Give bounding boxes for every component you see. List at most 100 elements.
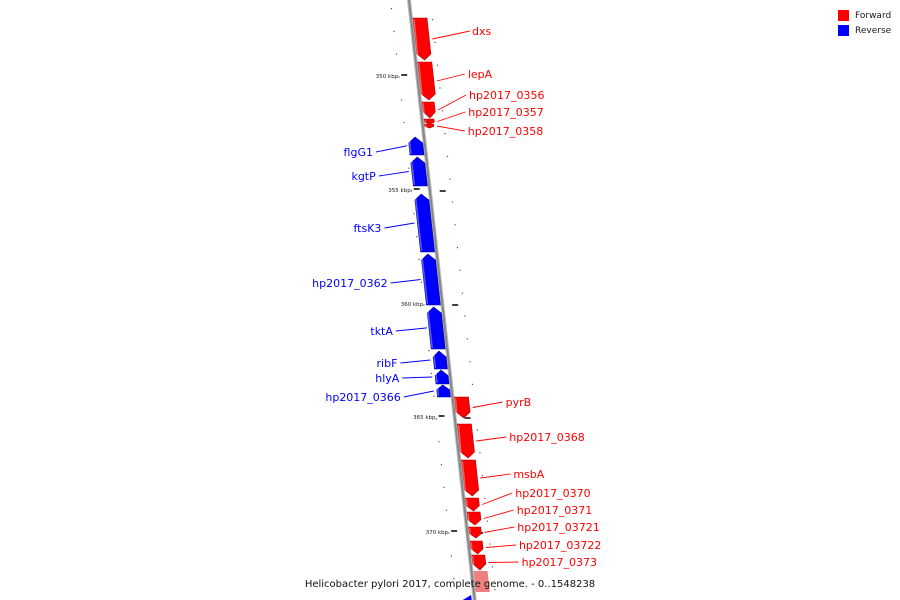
minor-tick-right <box>491 566 493 568</box>
gene-highlight <box>468 527 472 538</box>
gene-hp2017_0371 <box>466 511 482 526</box>
minor-tick-left <box>398 76 400 78</box>
gene-label-hp2017_0371: hp2017_0371 <box>517 504 592 517</box>
gene-highlight <box>436 385 440 397</box>
minor-tick-right <box>434 41 436 43</box>
minor-tick-right <box>439 87 441 89</box>
minor-tick-left <box>453 578 455 580</box>
minor-tick-left <box>403 122 405 124</box>
minor-tick-left <box>435 418 438 420</box>
leader-line <box>402 376 433 379</box>
legend: Forward Reverse <box>838 8 891 38</box>
backbone-line <box>408 0 476 600</box>
gene-highlight <box>472 555 475 570</box>
gene-hlyA <box>434 369 450 385</box>
gene-highlight <box>426 307 433 349</box>
gene-hp2017_0373 <box>471 554 487 571</box>
gene-hp2017_0362 <box>421 253 441 306</box>
leader-line <box>484 526 515 533</box>
gene-hp2017_03721 <box>468 526 482 539</box>
minor-tick-right <box>464 315 466 317</box>
minor-tick-left <box>438 441 440 443</box>
leader-line <box>400 359 431 364</box>
gene-hp2017_0370 <box>465 497 480 512</box>
minor-tick-right <box>486 520 489 522</box>
minor-tick-marks <box>390 8 496 591</box>
gene-highlight <box>418 62 424 100</box>
gene-labels: dxs lepA hp2017_0356 hp2017_0357 hp2017_0358… <box>312 25 601 569</box>
gene-label-pyrB: pyrB <box>506 396 532 409</box>
gene-tktA <box>426 306 446 350</box>
minor-tick-left <box>433 395 435 397</box>
leader-line <box>390 279 421 284</box>
minor-tick-right <box>446 155 449 157</box>
genome-caption: Helicobacter pylori 2017, complete genom… <box>304 579 596 590</box>
gene-highlight <box>410 157 416 186</box>
gene-label-hp2017_0358: hp2017_0358 <box>468 125 543 138</box>
leader-line <box>436 73 465 82</box>
gene-highlight <box>421 254 429 305</box>
minor-tick-right <box>456 247 459 249</box>
reverse-swatch <box>838 25 849 36</box>
minor-tick-left <box>390 8 393 10</box>
minor-tick-left <box>425 327 428 329</box>
gene-highlight <box>470 541 473 554</box>
gene-highlight <box>414 194 423 252</box>
minor-tick-right <box>494 589 496 591</box>
gene-features <box>408 17 490 600</box>
leader-line <box>483 509 514 519</box>
gene-highlight <box>454 397 458 418</box>
minor-tick-left <box>413 213 415 215</box>
gene-highlight <box>465 498 469 511</box>
gene-highlight <box>432 351 437 369</box>
gene-label-hp2017_0368: hp2017_0368 <box>509 431 584 444</box>
minor-tick-right <box>461 292 464 294</box>
legend-label-reverse: Reverse <box>855 25 892 36</box>
gene-highlight <box>461 460 467 496</box>
gene-msbA <box>461 459 480 497</box>
gene-label-kgtP: kgtP <box>351 170 376 183</box>
gene-highlight <box>422 102 426 118</box>
gene-highlight <box>434 370 438 384</box>
minor-tick-right <box>481 475 484 477</box>
gene-label-hp2017_03722: hp2017_03722 <box>519 539 601 552</box>
gene-partial-reverse <box>462 595 472 600</box>
gene-pyrB <box>454 396 471 419</box>
minor-tick-right <box>436 64 439 66</box>
minor-tick-right <box>479 452 481 454</box>
gene-partial-faded <box>473 571 490 592</box>
leader-line <box>472 401 503 408</box>
legend-item-reverse: Reverse <box>838 23 891 38</box>
gene-label-hp2017_0357: hp2017_0357 <box>468 106 543 119</box>
gene-label-hlyA: hlyA <box>375 372 400 385</box>
leader-line <box>480 473 511 479</box>
minor-tick-left <box>448 532 450 534</box>
gene-highlight <box>467 512 470 525</box>
minor-tick-right <box>471 383 474 385</box>
legend-label-forward: Forward <box>855 10 892 21</box>
minor-tick-left <box>395 53 398 55</box>
gene-label-flgG1: flgG1 <box>344 146 373 159</box>
gene-label-hp2017_0362: hp2017_0362 <box>312 277 387 290</box>
minor-tick-left <box>430 372 433 374</box>
gene-ribF <box>432 350 448 370</box>
leader-line <box>375 145 407 153</box>
gene-highlight <box>413 18 419 60</box>
minor-tick-right <box>469 361 471 363</box>
minor-tick-left <box>428 350 430 352</box>
minor-tick-right <box>489 543 491 545</box>
minor-tick-right <box>444 133 446 135</box>
minor-tick-right <box>454 224 456 226</box>
leader-line <box>403 390 434 398</box>
gene-label-hp2017_0356: hp2017_0356 <box>469 89 544 102</box>
forward-swatch <box>838 10 849 21</box>
minor-tick-right <box>431 19 434 21</box>
minor-tick-left <box>393 30 395 32</box>
gene-hp2017_0366 <box>436 384 451 398</box>
leader-line <box>488 561 519 563</box>
gene-hp2017_03722 <box>469 540 484 555</box>
tick-label: 350 kbp <box>376 74 399 80</box>
minor-tick-right <box>459 269 461 271</box>
tick-label: 365 kbp <box>413 415 436 421</box>
